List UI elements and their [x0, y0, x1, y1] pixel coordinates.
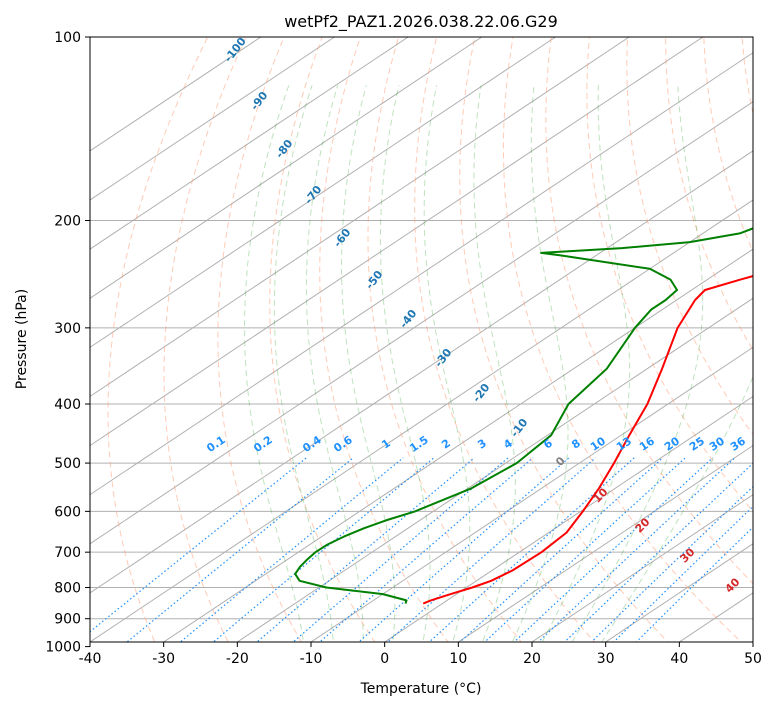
dry-adiabat-line: [586, 37, 753, 513]
dewpoint-profile-line: [294, 227, 753, 604]
dry-adiabat-line: [626, 37, 753, 436]
isotherm-line: [162, 248, 753, 642]
y-tick-label: 400: [54, 397, 81, 413]
mixing-ratio-line: [590, 485, 753, 642]
isotherm-line: [90, 150, 753, 594]
mixing-ratio-line: [513, 457, 714, 642]
moist-adiabat-line: [273, 85, 334, 642]
y-tick-label: 1000: [45, 640, 81, 656]
y-tick-label: 200: [54, 214, 81, 230]
moist-adiabat-line: [379, 85, 431, 642]
mixing-ratio-line: [459, 457, 664, 642]
x-tick-label: 30: [597, 651, 615, 667]
dry-adiabat-line: [502, 37, 742, 642]
isotherm-line: [604, 543, 753, 642]
isotherm-line: [383, 395, 753, 642]
moist-adiabat-line: [511, 85, 569, 642]
isotherm-line: [90, 37, 409, 250]
moist-adiabat-line: [473, 85, 516, 642]
mixing-ratio-line: [357, 457, 570, 642]
mixing-ratio-line: [635, 526, 753, 642]
x-tick-label: -10: [300, 651, 323, 667]
mixing-ratio-line: [255, 457, 475, 642]
data-series: [294, 227, 753, 605]
y-tick-label: 900: [54, 612, 81, 628]
y-tick-label: 500: [54, 456, 81, 472]
moist-adiabat-line: [423, 85, 471, 642]
isotherm-line: [457, 444, 753, 642]
isotherm-line: [90, 52, 753, 496]
chart-title: wetPf2_PAZ1.2026.038.22.06.G29: [284, 12, 558, 32]
x-axis-label: Temperature (°C): [360, 681, 482, 697]
x-tick-label: -40: [79, 651, 102, 667]
x-tick-label: 50: [744, 651, 762, 667]
x-tick-label: -30: [152, 651, 175, 667]
plot-background: [90, 37, 753, 642]
y-tick-label: 700: [54, 545, 81, 561]
dry-adiabat-line: [217, 37, 302, 642]
isotherm-line: [90, 37, 556, 348]
isotherm-line: [90, 37, 483, 299]
y-axis-label: Pressure (hPa): [14, 289, 30, 389]
y-tick-label: 800: [54, 581, 81, 597]
dry-adiabat-line: [367, 37, 522, 642]
dry-adiabat-line: [163, 37, 247, 642]
x-tick-label: 20: [523, 651, 541, 667]
dry-adiabat-line: [545, 37, 753, 585]
background-lines: [90, 37, 753, 642]
plot-frame: [89, 36, 754, 643]
mixing-ratio-line: [386, 457, 596, 642]
x-axis-ticks: -40 -30 -20 -10 0 10 20 30 40 50: [79, 642, 762, 667]
y-tick-label: 300: [54, 321, 81, 337]
isotherm-line: [90, 37, 630, 398]
x-tick-label: 40: [670, 651, 688, 667]
mixing-ratio-line: [90, 457, 307, 633]
isotherm-line: [90, 199, 753, 642]
mixing-ratio-line: [179, 457, 404, 642]
dry-adiabat-line: [269, 37, 376, 642]
isotherm-line: [90, 37, 262, 152]
moist-adiabat-line: [244, 85, 304, 642]
moist-adiabat-line: [305, 85, 364, 642]
isotherm-line: [90, 37, 335, 201]
mixing-ratio-line: [428, 457, 635, 642]
dry-adiabat-line: [414, 37, 596, 642]
x-tick-label: 0: [380, 651, 389, 667]
y-tick-label: 600: [54, 504, 81, 520]
y-axis-ticks: 1000 900 800 700 600 500 400 300 200 100: [45, 30, 90, 656]
isotherm-line: [236, 297, 753, 642]
x-tick-label: 10: [449, 651, 467, 667]
dry-adiabat-line: [459, 37, 669, 642]
x-tick-label: -20: [226, 651, 249, 667]
dry-adiabat-line: [319, 37, 449, 642]
temperature-profile-line: [422, 275, 753, 605]
isotherm-line: [90, 101, 753, 545]
moist-adiabat-line: [341, 85, 396, 642]
isotherm-line: [90, 37, 704, 447]
moist-adiabat-line: [571, 85, 704, 642]
moist-adiabat-line: [541, 85, 631, 642]
mixing-ratio-line: [612, 505, 753, 642]
isotherm-line: [531, 494, 753, 642]
mixing-ratio-line: [318, 457, 534, 642]
y-tick-label: 100: [54, 30, 81, 46]
mixing-ratio-line: [483, 457, 686, 642]
